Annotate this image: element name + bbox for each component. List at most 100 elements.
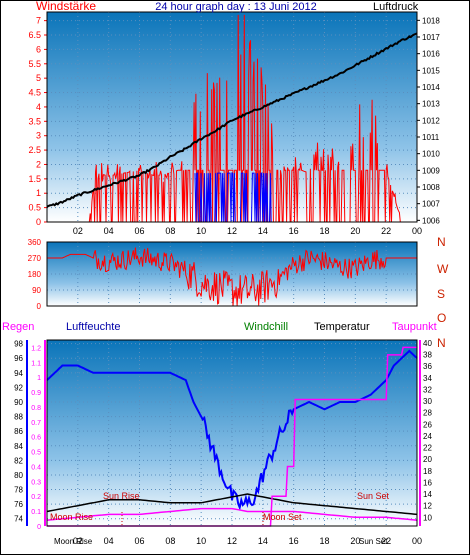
pressure-y-tick-label: 1006: [422, 216, 440, 225]
wind-y-tick-label: 3.5: [28, 116, 41, 126]
rain-y-tick-label: 1: [37, 375, 41, 382]
pressure-label: Luftdruck: [373, 1, 419, 13]
x-tick-label: 18: [319, 226, 329, 236]
temperature-y-tick-label: 10: [423, 513, 432, 522]
x-tick-label: 14: [258, 226, 268, 236]
wind-direction-line: [47, 247, 417, 307]
wind-y-tick-label: 2.5: [28, 145, 41, 155]
humidity-temperature-legend: Regen Luftfeuchte Windchill Temperatur Taupu…: [2, 321, 437, 333]
wind-strength-line: [47, 14, 417, 223]
rain-y-tick-label: 0.4: [31, 464, 41, 471]
rain-line: [47, 346, 417, 527]
pressure-y-tick-label: 1013: [422, 100, 440, 109]
pressure-y-tick-label: 1016: [422, 50, 440, 59]
wind-y-tick-label: 1: [36, 188, 41, 198]
humidity-y-tick-label: 92: [14, 383, 23, 392]
wind-y-tick-label: 4: [36, 102, 41, 112]
compass-label: S: [437, 287, 445, 301]
humidity-gridlines: [47, 340, 418, 526]
x-tick-label: 12: [227, 536, 237, 546]
rain-y-tick-label: 0.5: [31, 450, 41, 457]
direction-y-tick-label: 180: [28, 270, 42, 279]
temperature-y-tick-label: 12: [423, 502, 432, 511]
humidity-y-tick-label: 84: [14, 442, 23, 451]
x-tick-label: 02: [73, 226, 83, 236]
temperature-y-tick-label: 40: [423, 339, 432, 348]
humidity-y-tick-label: 86: [14, 427, 23, 436]
x-tick-label: 04: [104, 536, 114, 546]
compass-label: N: [437, 235, 446, 249]
humidity-frame: [46, 339, 418, 527]
wind-pressure-axes: 02 04 06 08 10 12 14 16 18 20 22 0000.511.522.533.5…: [28, 11, 440, 236]
humidity-y-tick-label: 78: [14, 486, 23, 495]
humidity-y-tick-label: 82: [14, 456, 23, 465]
rain-y-tick-label: 0.9: [31, 390, 41, 397]
temperature-y-tick-label: 22: [423, 444, 432, 453]
x-tick-label: 10: [196, 536, 206, 546]
humidity-y-tick-label: 96: [14, 354, 23, 363]
x-tick-label: 04: [104, 226, 114, 236]
temperature-y-tick-label: 16: [423, 478, 432, 487]
dewpoint-line: [46, 507, 418, 521]
rain-y-tick-label: 0.3: [31, 479, 41, 486]
temperature-y-tick-label: 26: [423, 420, 432, 429]
temperature-y-tick-label: 28: [423, 409, 432, 418]
wind-y-tick-label: 0.5: [28, 203, 41, 213]
humidity-y-tick-label: 98: [14, 340, 23, 349]
legend-entry: Temperatur: [314, 321, 370, 333]
legend-entry: Taupunkt: [392, 321, 437, 333]
humidity-line: [46, 349, 418, 511]
pressure-y-tick-label: 1017: [422, 33, 440, 42]
rain-y-tick-label: 0.2: [31, 494, 41, 501]
direction-y-tick-label: 90: [32, 286, 41, 295]
rain-y-tick-label: 0: [37, 524, 41, 531]
x-tick-label: 10: [196, 226, 206, 236]
direction-y-tick-label: 360: [28, 238, 42, 247]
direction-y-tick-label: 0: [37, 302, 42, 311]
temperature-y-tick-label: 18: [423, 467, 432, 476]
x-tick-label: 20: [350, 536, 360, 546]
humidity-temperature-series: [46, 346, 418, 527]
wind-y-tick-label: 4.5: [28, 88, 41, 98]
humidity-temperature-chart: 02 04 06 08 10 12 14 16 18 20 22 007476788082848688…: [2, 321, 437, 546]
temperature-y-tick-label: 32: [423, 385, 432, 394]
temperature-y-tick-label: 36: [423, 362, 432, 371]
pressure-y-tick-label: 1007: [422, 200, 440, 209]
sun-moon-annotation: Moon Rise: [50, 512, 93, 522]
x-tick-label: 12: [227, 226, 237, 236]
pressure-y-tick-label: 1011: [422, 133, 440, 142]
rain-y-tick-label: 0.1: [31, 509, 41, 516]
legend-entry: Regen: [2, 321, 34, 333]
pressure-y-tick-label: 1010: [422, 150, 440, 159]
rain-y-tick-label: 0.6: [31, 435, 41, 442]
wind-strength-label: Windstärke: [36, 0, 96, 13]
wind-pressure-frame: [46, 11, 418, 223]
legend-entry: Windchill: [244, 321, 288, 333]
x-tick-label: 00: [412, 226, 422, 236]
pressure-y-tick-label: 1018: [422, 16, 440, 25]
temperature-line: [46, 493, 418, 516]
x-tick-label: 22: [381, 226, 391, 236]
chart-title: 24 hour graph day : 13 Juni 2012: [155, 1, 316, 13]
wind-y-tick-label: 5.5: [28, 59, 41, 69]
x-tick-label: 16: [289, 536, 299, 546]
x-tick-label: 14: [258, 536, 268, 546]
sun-moon-annotation: Moon Set: [263, 512, 302, 522]
x-tick-label: 08: [165, 226, 175, 236]
x-tick-label: 18: [319, 536, 329, 546]
x-tick-label: 22: [381, 536, 391, 546]
pressure-y-tick-label: 1014: [422, 83, 440, 92]
pressure-y-tick-label: 1015: [422, 66, 440, 75]
temperature-y-tick-label: 30: [423, 397, 432, 406]
compass-label: N: [437, 336, 446, 350]
pressure-y-tick-label: 1009: [422, 166, 440, 175]
pressure-y-tick-label: 1012: [422, 116, 440, 125]
rain-y-tick-label: 0.7: [31, 420, 41, 427]
direction-y-tick-label: 270: [28, 254, 42, 263]
pressure-y-tick-label: 1008: [422, 183, 440, 192]
wind-pressure-chart: 02 04 06 08 10 12 14 16 18 20 22 0000.511.522.533.5…: [28, 0, 440, 236]
wind-direction-axes: 360 270 180 90 0: [28, 238, 418, 311]
temperature-y-tick-label: 14: [423, 490, 432, 499]
sun-moon-annotations: Sun Rise Sun Set Moon Rise Moon Set Moon Ris…: [50, 491, 390, 546]
